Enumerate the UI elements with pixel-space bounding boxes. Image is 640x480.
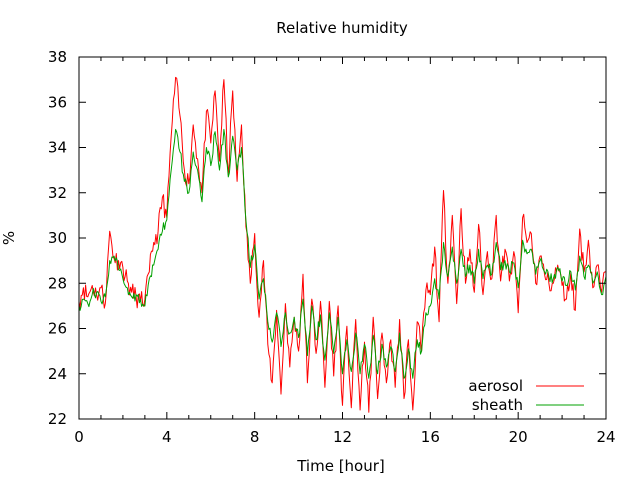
series-line-sheath	[78, 128, 607, 379]
series-layer	[78, 76, 607, 413]
x-tick-label: 20	[509, 428, 528, 446]
y-tick-label: 26	[48, 320, 67, 338]
y-tick-label: 34	[48, 139, 67, 157]
y-tick-label: 24	[48, 365, 67, 383]
series-line-aerosol	[78, 76, 606, 413]
y-tick-label: 28	[48, 274, 67, 292]
x-tick-label: 8	[250, 428, 260, 446]
y-tick-label: 36	[48, 93, 67, 111]
legend-label-aerosol: aerosol	[468, 377, 523, 395]
y-axis-label: %	[0, 231, 18, 245]
legend-label-sheath: sheath	[472, 396, 523, 414]
y-tick-label: 22	[48, 410, 67, 428]
axes-layer: 22 24 26 28 30 32 34 36 38 0 4 8 12 16 20 24	[48, 48, 616, 446]
x-tick-label: 16	[421, 428, 440, 446]
x-axis-label: Time [hour]	[296, 457, 385, 475]
x-tick-label: 0	[74, 428, 84, 446]
chart-title: Relative humidity	[276, 19, 408, 37]
y-tick-label: 30	[48, 229, 67, 247]
x-tick-label: 4	[162, 428, 172, 446]
y-tick-label: 32	[48, 184, 67, 202]
x-tick-label: 12	[333, 428, 352, 446]
x-tick-label: 24	[596, 428, 615, 446]
plot-frame	[78, 56, 607, 420]
y-tick-label: 38	[48, 48, 67, 66]
